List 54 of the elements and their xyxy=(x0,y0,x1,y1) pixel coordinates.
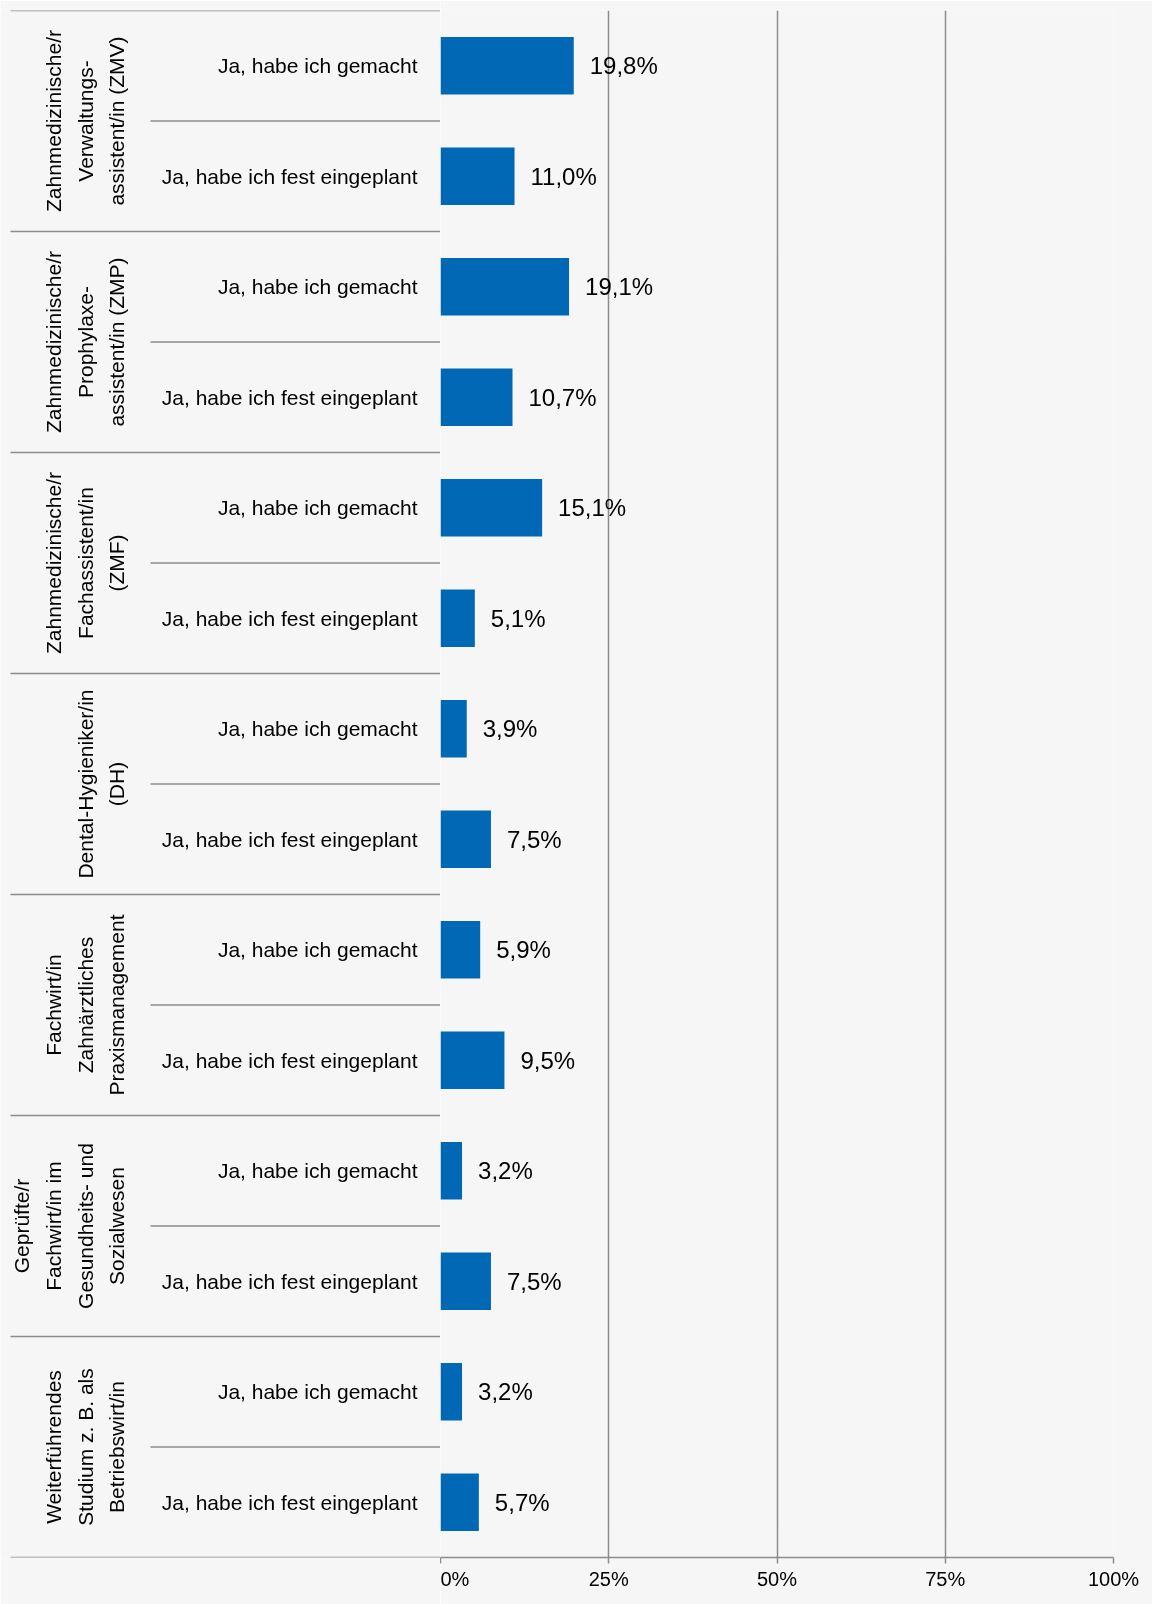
data-label: 19,8% xyxy=(589,52,658,80)
bar xyxy=(440,1252,491,1310)
y-tick-label: Ja, habe ich fest eingeplant xyxy=(161,606,418,630)
bar xyxy=(440,1142,463,1200)
text: Weiterführendes Studium z. B. als Betriebswirt/in xyxy=(42,1368,129,1526)
y-tick-label: Ja, habe ich fest eingeplant xyxy=(161,1048,418,1072)
data-label: 7,5% xyxy=(506,825,562,853)
data-label: 15,1% xyxy=(558,494,627,522)
y-tick-label: Ja, habe ich gemacht xyxy=(217,54,418,78)
data-label: 10,7% xyxy=(528,383,597,411)
text: Zahnmedizinische/r Prophylaxe- assistent/in (ZMP) xyxy=(42,250,129,434)
bar xyxy=(440,1363,463,1421)
y-tick-label: Ja, habe ich fest eingeplant xyxy=(161,164,418,188)
data-label: 9,5% xyxy=(520,1046,576,1074)
y-tick-label: Ja, habe ich fest eingeplant xyxy=(161,1490,418,1514)
data-label: 3,9% xyxy=(482,715,538,743)
bar xyxy=(440,258,570,316)
bar xyxy=(440,810,491,868)
x-tick-label: 0% xyxy=(440,1567,470,1590)
bar xyxy=(440,700,467,758)
y-tick-label: Ja, habe ich fest eingeplant xyxy=(161,385,418,409)
bar xyxy=(440,1473,479,1531)
bar xyxy=(440,589,475,647)
bar xyxy=(440,921,481,979)
data-label: 5,1% xyxy=(490,604,546,632)
x-tick-label: 25% xyxy=(588,1567,629,1590)
y-tick-label: Ja, habe ich gemacht xyxy=(217,717,418,741)
data-label: 7,5% xyxy=(506,1267,562,1295)
y-tick-label: Ja, habe ich gemacht xyxy=(217,938,418,962)
y-tick-label: Ja, habe ich fest eingeplant xyxy=(161,1269,418,1293)
text: Dental-Hygieniker/in (DH) xyxy=(73,689,129,879)
x-tick-label: 100% xyxy=(1087,1567,1140,1590)
data-label: 3,2% xyxy=(478,1378,533,1406)
text: Fachwirt/in Zahnärztliches Praxismanagement xyxy=(42,914,129,1096)
bar xyxy=(440,147,515,205)
text: Zahnmedizinische/r Fachassistent/in (ZMF) xyxy=(42,471,129,655)
data-label: 19,1% xyxy=(585,273,654,301)
data-label: 3,2% xyxy=(478,1157,533,1185)
y-tick-label: Ja, habe ich gemacht xyxy=(217,1380,418,1404)
y-tick-label: Ja, habe ich gemacht xyxy=(217,1159,418,1183)
bar xyxy=(440,368,513,426)
data-label: 11,0% xyxy=(530,162,597,190)
bar xyxy=(440,479,543,537)
data-label: 5,7% xyxy=(494,1488,550,1516)
data-label: 5,9% xyxy=(496,936,551,964)
text: Geprüfte/r Fachwirt/in im Gesundheits- und Sozialwesen xyxy=(10,1143,129,1309)
y-tick-label: Ja, habe ich fest eingeplant xyxy=(161,827,418,851)
text: Zahnmedizinische/r Verwaltungs- assistent/in (ZMV) xyxy=(42,29,129,213)
x-tick-label: 50% xyxy=(756,1567,798,1590)
bar xyxy=(440,1031,505,1089)
bar xyxy=(440,37,574,95)
x-tick-label: 75% xyxy=(925,1567,966,1590)
y-tick-label: Ja, habe ich gemacht xyxy=(217,496,418,520)
y-tick-label: Ja, habe ich gemacht xyxy=(217,275,418,299)
